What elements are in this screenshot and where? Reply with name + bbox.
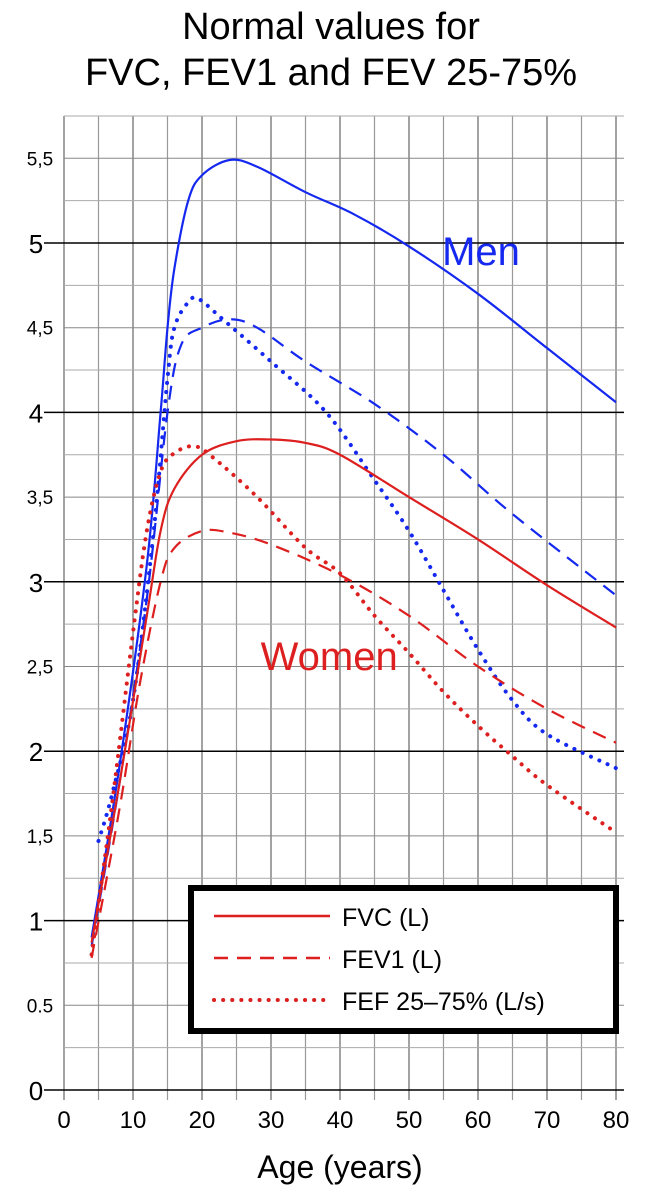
axis-ticks: 0 10 20 30 40 50 60 70 80 0 0.5 1 1,5 2 2,5 3 3,5 4 4,5 5 5,… — [27, 149, 630, 1134]
x-tick-label: 80 — [603, 1107, 630, 1134]
y-tick-label: 3,5 — [27, 488, 53, 509]
y-tick-label: 4 — [29, 398, 43, 428]
y-tick-label: 5 — [29, 229, 43, 259]
x-tick-label: 60 — [465, 1107, 492, 1134]
x-tick-label: 40 — [327, 1107, 354, 1134]
series-line-men-fef-25-75-l-s — [96, 295, 618, 843]
y-tick-label: 0.5 — [27, 996, 53, 1017]
chart-title-line-1: Normal values for — [182, 6, 480, 48]
x-tick-label: 10 — [120, 1107, 147, 1134]
y-tick-label: 1,5 — [27, 827, 53, 848]
series-line-women-fvc-l — [90, 438, 617, 943]
series-line-men-fev1-l — [90, 318, 617, 947]
series-line-men-fvc-l — [90, 158, 617, 938]
legend-label: FEV1 (L) — [342, 946, 442, 974]
legend: FVC (L) FEV1 (L) FEF 25–75% (L/s) — [188, 885, 619, 1034]
y-tick-label: 4,5 — [27, 319, 53, 340]
annotations: Men Women — [261, 230, 520, 679]
y-tick-label: 1 — [29, 907, 43, 937]
series-lines — [89, 158, 618, 959]
y-tick-label: 5,5 — [27, 149, 53, 170]
annotation-men: Men — [442, 230, 520, 274]
x-tick-label: 70 — [534, 1107, 561, 1134]
chart-title: Normal values for FVC, FEV1 and FEV 25-7… — [0, 4, 662, 96]
legend-label: FVC (L) — [342, 904, 430, 932]
y-tick-label: 3 — [29, 568, 43, 598]
annotation-women: Women — [261, 635, 398, 679]
x-tick-label: 0 — [57, 1107, 70, 1134]
x-tick-label: 50 — [396, 1107, 423, 1134]
y-tick-label: 2,5 — [27, 658, 53, 679]
chart-title-line-2: FVC, FEV1 and FEV 25-75% — [84, 52, 578, 94]
y-tick-label: 2 — [29, 737, 43, 767]
x-axis-label: Age (years) — [257, 1149, 422, 1185]
x-tick-label: 30 — [258, 1107, 285, 1134]
x-tick-label: 20 — [189, 1107, 216, 1134]
y-tick-label: 0 — [29, 1076, 43, 1106]
legend-box — [188, 885, 619, 1034]
series-line-women-fev1-l — [90, 528, 617, 959]
legend-label: FEF 25–75% (L/s) — [342, 988, 545, 1016]
